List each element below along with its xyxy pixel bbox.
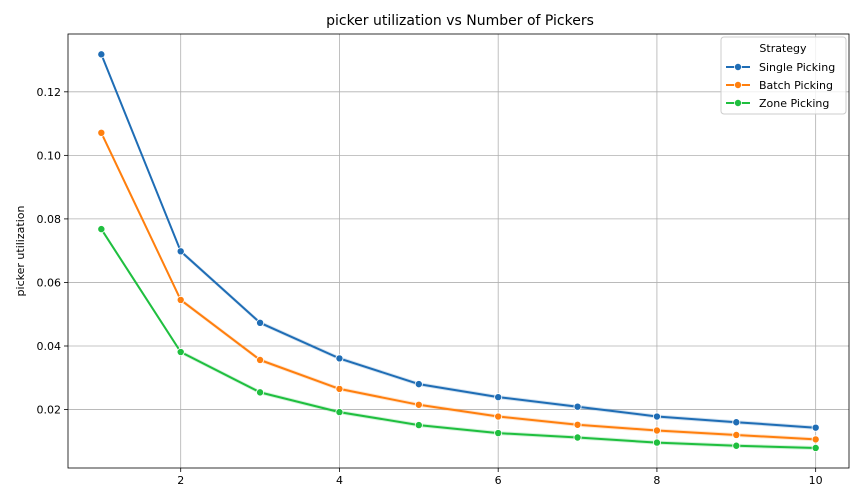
data-point: [335, 408, 344, 417]
data-point: [573, 433, 582, 442]
data-point: [811, 443, 820, 452]
x-tick-label: 10: [809, 474, 823, 487]
data-point: [494, 429, 503, 438]
data-point: [811, 435, 820, 444]
y-tick-label: 0.08: [37, 213, 62, 226]
series-line: [100, 132, 816, 441]
data-point: [732, 441, 741, 450]
legend-marker: [734, 99, 743, 108]
legend-marker: [734, 81, 743, 90]
series-lines: [100, 53, 816, 449]
data-point: [732, 430, 741, 439]
legend-marker: [734, 63, 743, 72]
series-points: [97, 50, 820, 452]
data-point: [652, 438, 661, 447]
y-tick-label: 0.12: [37, 86, 62, 99]
data-point: [414, 380, 423, 389]
y-tick-label: 0.04: [37, 340, 62, 353]
data-point: [811, 423, 820, 432]
data-point: [573, 420, 582, 429]
data-point: [256, 318, 265, 327]
series-confidence-band: [101, 227, 816, 450]
series-confidence-band: [101, 130, 816, 442]
legend-title: Strategy: [759, 42, 807, 55]
legend-label: Single Picking: [759, 61, 835, 74]
data-point: [494, 393, 503, 402]
data-point: [414, 421, 423, 430]
data-point: [97, 128, 106, 137]
series-line: [100, 53, 816, 429]
data-point: [176, 247, 185, 256]
grid: [68, 34, 849, 468]
data-point: [573, 402, 582, 411]
series-line: [100, 228, 816, 449]
legend-box: [720, 36, 847, 115]
chart-title: picker utilization vs Number of Pickers: [326, 13, 594, 29]
legend-label: Batch Picking: [759, 79, 833, 92]
legend: Strategy Single Picking Batch Picking Zone…: [720, 36, 847, 115]
y-axis: 0.02 0.04 0.06 0.08 0.10 0.12: [37, 86, 68, 417]
legend-label: Zone Picking: [759, 97, 829, 110]
y-axis-label: picker utilization: [14, 206, 27, 297]
data-point: [256, 388, 265, 397]
series-confidence-band: [101, 52, 816, 430]
data-point: [335, 384, 344, 393]
x-tick-label: 8: [653, 474, 660, 487]
data-point: [335, 354, 344, 363]
data-point: [97, 225, 106, 234]
plot-area: [67, 33, 850, 469]
data-point: [176, 348, 185, 357]
data-point: [732, 418, 741, 427]
x-tick-label: 4: [336, 474, 343, 487]
y-tick-label: 0.02: [37, 404, 62, 417]
data-point: [652, 426, 661, 435]
data-point: [652, 412, 661, 421]
x-axis: 2 4 6 8 10: [177, 468, 823, 487]
y-tick-label: 0.06: [37, 276, 62, 289]
x-tick-label: 2: [177, 474, 184, 487]
x-tick-label: 6: [495, 474, 502, 487]
y-tick-label: 0.10: [37, 149, 62, 162]
data-point: [414, 400, 423, 409]
data-point: [494, 412, 503, 421]
data-point: [256, 355, 265, 364]
data-point: [97, 50, 106, 59]
data-point: [176, 295, 185, 304]
